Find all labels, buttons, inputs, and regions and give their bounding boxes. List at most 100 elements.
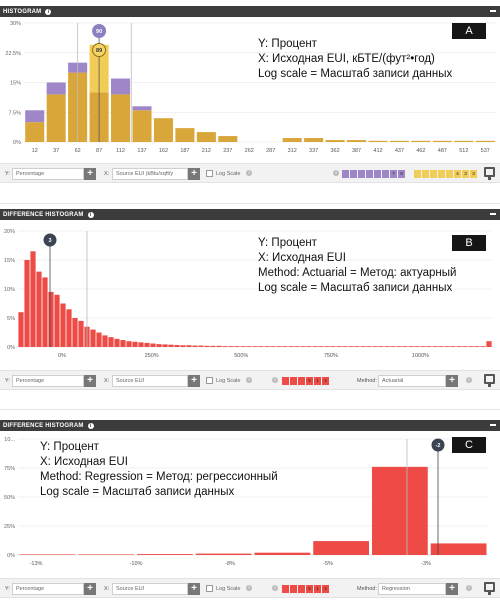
info-icon[interactable]: i	[466, 377, 472, 383]
bar	[270, 346, 276, 347]
series-swatch[interactable]: 3	[470, 170, 477, 178]
y-axis-select[interactable]: Percentage	[12, 375, 84, 387]
display-icon[interactable]	[484, 582, 495, 595]
x-tick-label: 187	[180, 148, 189, 154]
info-icon[interactable]: i	[246, 585, 252, 591]
display-icon[interactable]	[484, 167, 495, 180]
bar	[192, 345, 198, 347]
x-add-button[interactable]: +	[188, 375, 200, 387]
series-swatch[interactable]	[298, 585, 305, 593]
x-add-button[interactable]: +	[188, 583, 200, 595]
series-swatch[interactable]: 5	[306, 585, 313, 593]
series-swatch[interactable]	[358, 170, 365, 178]
log-scale-checkbox[interactable]	[206, 585, 213, 592]
info-icon[interactable]: i	[87, 211, 94, 218]
bar	[156, 344, 162, 347]
bar	[132, 110, 152, 142]
y-add-button[interactable]: +	[84, 168, 96, 180]
note-line: Method: Actuarial = Метод: актуарный	[258, 267, 457, 279]
x-tick-label: 162	[159, 148, 168, 154]
bar	[198, 345, 204, 347]
log-scale-checkbox[interactable]	[206, 377, 213, 384]
series-swatch[interactable]	[290, 377, 297, 385]
bar	[444, 346, 450, 347]
bar	[384, 346, 390, 347]
x-add-button[interactable]: +	[188, 168, 200, 180]
minimize-icon[interactable]	[490, 424, 496, 426]
series-swatch[interactable]	[374, 170, 381, 178]
method-add-button[interactable]: +	[446, 375, 458, 387]
x-tick-label: -3%	[421, 561, 431, 567]
note-line: Y: Процент	[258, 237, 317, 249]
series-swatch[interactable]	[366, 170, 373, 178]
series-swatch[interactable]	[282, 585, 289, 593]
series-swatch[interactable]	[342, 170, 349, 178]
bar	[480, 346, 486, 347]
difference-histogram-panel: DIFFERENCE HISTOGRAM i	[0, 209, 500, 220]
info-icon[interactable]: i	[272, 377, 278, 383]
series-swatch[interactable]: 3	[462, 170, 469, 178]
y-add-button[interactable]: +	[84, 583, 96, 595]
bar	[46, 82, 66, 95]
series-swatch[interactable]: 5	[306, 377, 313, 385]
bar	[450, 346, 456, 347]
y-tick-label: 50%	[4, 495, 15, 501]
info-icon[interactable]: i	[333, 170, 339, 176]
series-swatch[interactable]: 4	[454, 170, 461, 178]
bar	[294, 346, 300, 347]
bar	[402, 346, 408, 347]
series-swatch[interactable]: 1	[314, 377, 321, 385]
bar	[25, 122, 45, 142]
info-icon[interactable]: i	[466, 585, 472, 591]
x-tick-label: 387	[352, 148, 361, 154]
series-swatch[interactable]: 9	[398, 170, 405, 178]
series-swatch[interactable]	[422, 170, 429, 178]
x-axis-select[interactable]: Source EUI	[112, 583, 188, 595]
y-tick-label: 15%	[4, 258, 15, 264]
y-tick-label: 30%	[10, 21, 21, 27]
series-swatch[interactable]	[414, 170, 421, 178]
bar	[137, 554, 193, 555]
series-swatch[interactable]	[430, 170, 437, 178]
series-swatch[interactable]: 2	[322, 377, 329, 385]
bar	[430, 543, 487, 555]
bar	[438, 346, 444, 347]
series-swatch[interactable]: 1	[314, 585, 321, 593]
y-axis-select[interactable]: Percentage	[12, 583, 84, 595]
series-swatch[interactable]: 2	[322, 585, 329, 593]
info-icon[interactable]: i	[272, 585, 278, 591]
bar	[454, 140, 474, 142]
y-add-button[interactable]: +	[84, 375, 96, 387]
minimize-icon[interactable]	[490, 10, 496, 12]
bar	[18, 312, 24, 347]
y-tick-label: 20%	[4, 229, 15, 235]
info-icon[interactable]: i	[246, 170, 252, 176]
display-icon[interactable]	[484, 374, 495, 387]
y-axis-select[interactable]: Percentage	[12, 168, 84, 180]
series-swatch[interactable]	[298, 377, 305, 385]
histogram-chart: 0% 7.5% 15% 22.5% 30% 12 37 62 87 112 137 162 187 212…	[5, 21, 496, 154]
x-tick-label: 12	[32, 148, 38, 154]
x-axis-select[interactable]: Source EUI	[112, 375, 188, 387]
method-select[interactable]: Actuarial	[378, 375, 446, 387]
info-icon[interactable]: i	[45, 8, 52, 15]
minimize-icon[interactable]	[490, 213, 496, 215]
info-icon[interactable]: i	[87, 422, 94, 429]
series-swatch[interactable]	[438, 170, 445, 178]
series-swatch[interactable]	[446, 170, 453, 178]
x-axis-select[interactable]: Source EUI (kBtu/sqft/y	[112, 168, 188, 180]
series-swatch[interactable]	[382, 170, 389, 178]
bar	[102, 335, 108, 347]
info-icon[interactable]: i	[246, 377, 252, 383]
method-add-button[interactable]: +	[446, 583, 458, 595]
series-swatch[interactable]	[290, 585, 297, 593]
series-swatch[interactable]	[350, 170, 357, 178]
log-scale-checkbox[interactable]	[206, 170, 213, 177]
selection-marker-label: 89	[96, 48, 102, 54]
bar	[426, 346, 432, 347]
method-select[interactable]: Regression	[378, 583, 446, 595]
difference-histogram-panel: DIFFERENCE HISTOGRAM i	[0, 420, 500, 431]
series-swatch[interactable]: 7	[390, 170, 397, 178]
series-swatch[interactable]	[282, 377, 289, 385]
bar	[300, 346, 306, 347]
